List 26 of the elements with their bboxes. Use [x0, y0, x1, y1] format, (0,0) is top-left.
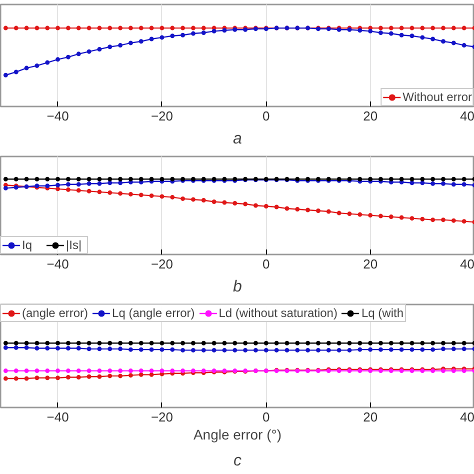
legend-label: Lq (angle error) [112, 306, 195, 320]
legend-label: |Is| [66, 238, 83, 252]
x-axis-title: Angle error (°) [193, 426, 282, 442]
text: b [233, 278, 242, 296]
text: c [234, 452, 242, 470]
x-tick-label: 20 [363, 410, 378, 424]
legend-label: Without error [402, 90, 472, 104]
x-tick-label: 0 [262, 256, 270, 272]
x-tick-label: −20 [150, 256, 174, 272]
legend-label: (angle error) [22, 306, 88, 320]
x-tick-label: −20 [150, 108, 174, 124]
x-tick-label: 20 [363, 256, 378, 272]
x-tick-label: −40 [46, 256, 69, 272]
legend-label: Iq [22, 238, 34, 252]
x-tick-label: 0 [262, 108, 270, 124]
x-tick-label: 20 [363, 108, 378, 124]
x-tick-label: −20 [150, 410, 174, 424]
x-tick-label: 0 [262, 410, 270, 424]
x-tick-label: −40 [46, 410, 69, 424]
legend-label: Ld (without saturation) [218, 306, 338, 320]
x-tick-label: −40 [46, 108, 69, 124]
text: a [233, 130, 242, 148]
x-tick-label: 40 [460, 410, 474, 424]
x-tick-label: 40 [460, 108, 474, 124]
legend-label: Lq (with [361, 306, 404, 320]
x-tick-label: 40 [460, 256, 474, 272]
